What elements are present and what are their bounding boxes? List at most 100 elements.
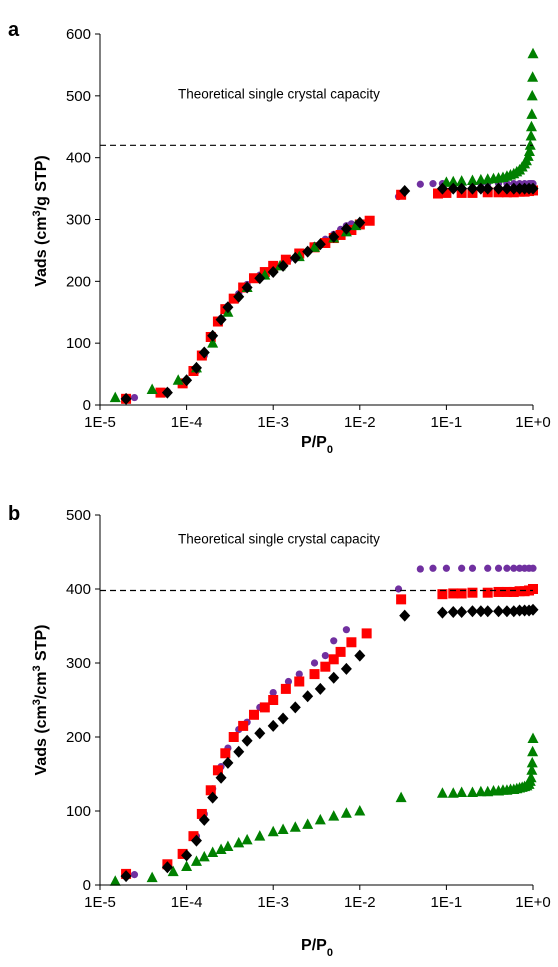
red-square-point <box>528 584 538 594</box>
black-diamond-point <box>277 712 289 725</box>
black-diamond-point <box>328 230 340 243</box>
green-triangle-point <box>526 108 538 119</box>
series-black-diamond <box>120 603 539 883</box>
green-triangle-point <box>222 840 234 852</box>
series-red-square <box>121 584 538 879</box>
red-square-point <box>482 587 493 598</box>
black-diamond-point <box>456 605 468 618</box>
panel-b-axes <box>95 514 534 890</box>
green-triangle-point <box>328 810 340 821</box>
purple-circle-point <box>429 180 437 188</box>
black-diamond-point <box>399 185 411 198</box>
purple-circle-point <box>416 180 424 188</box>
black-diamond-point <box>436 182 448 195</box>
black-diamond-point <box>120 870 132 883</box>
green-triangle-point <box>340 807 352 818</box>
purple-circle-point <box>284 677 293 686</box>
black-diamond-point <box>198 346 210 359</box>
green-triangle-point <box>447 787 459 798</box>
green-triangle-point <box>254 830 266 841</box>
green-triangle-point <box>233 836 245 848</box>
black-diamond-point <box>161 386 173 399</box>
purple-circle-point <box>330 637 338 645</box>
purple-circle-point <box>515 564 524 572</box>
black-diamond-point <box>475 182 487 195</box>
black-diamond-point <box>501 605 513 618</box>
black-diamond-point <box>354 216 366 229</box>
green-triangle-point <box>527 732 539 743</box>
black-diamond-point <box>277 259 289 272</box>
black-diamond-point <box>215 771 227 784</box>
green-triangle-point <box>277 823 289 834</box>
series-black-diamond <box>120 182 539 405</box>
y-tick-label: 300 <box>66 655 91 672</box>
series-red-square <box>121 185 538 404</box>
x-tick-label: 1E-3 <box>257 894 289 911</box>
black-diamond-point <box>482 182 494 195</box>
red-square-point <box>346 637 357 648</box>
panel-a: a Theoretical single crystal capacity 01… <box>8 19 551 456</box>
red-square-point <box>280 683 291 694</box>
y-tick-label: 600 <box>66 26 91 43</box>
x-tick-label: 1E-5 <box>84 894 116 911</box>
green-triangle-point <box>309 241 321 252</box>
red-square-point <box>335 646 346 657</box>
green-triangle-point <box>172 374 184 385</box>
red-square-point <box>238 720 249 731</box>
black-diamond-point <box>198 813 210 826</box>
green-triangle-point <box>447 175 459 187</box>
black-diamond-point <box>289 251 301 264</box>
black-diamond-point <box>289 701 301 714</box>
black-diamond-point <box>181 849 193 862</box>
green-triangle-point <box>314 813 326 825</box>
panel-b-capacity-label: Theoretical single crystal capacity <box>178 531 380 546</box>
y-tick-label: 400 <box>66 581 91 598</box>
black-diamond-point <box>254 727 266 740</box>
panel-b-y-tick-labels: 0 100 200 300 400 500 <box>66 507 91 894</box>
red-square-point <box>188 831 199 842</box>
black-diamond-point <box>267 266 279 279</box>
black-diamond-point <box>207 329 219 342</box>
black-diamond-point <box>120 392 132 405</box>
black-diamond-point <box>314 682 326 695</box>
green-triangle-point <box>181 860 193 871</box>
black-diamond-point <box>302 245 314 258</box>
purple-circle-point <box>458 564 466 572</box>
green-triangle-point <box>456 175 468 186</box>
panel-label-a: a <box>8 19 20 41</box>
purple-circle-point <box>510 564 518 572</box>
green-triangle-point <box>207 337 219 348</box>
green-triangle-point <box>395 791 407 803</box>
red-square-point <box>335 229 346 240</box>
panel-b-marks <box>109 564 539 886</box>
green-triangle-point <box>146 871 158 883</box>
black-diamond-point <box>302 690 314 703</box>
red-square-point <box>259 702 270 713</box>
black-diamond-point <box>233 745 245 758</box>
black-diamond-point <box>340 222 352 235</box>
green-triangle-point <box>525 771 537 783</box>
green-triangle-point <box>466 174 478 186</box>
black-diamond-point <box>222 756 234 769</box>
x-tick-label: 1E-2 <box>344 414 376 431</box>
black-diamond-point <box>447 182 459 195</box>
panel-b-x-tick-labels: 1E-5 1E-4 1E-3 1E-2 1E-1 1E+0 <box>84 894 551 911</box>
purple-circle-point <box>429 564 437 572</box>
green-triangle-point <box>466 786 478 797</box>
red-square-point <box>396 594 407 605</box>
black-diamond-point <box>447 605 459 618</box>
red-square-point <box>514 586 525 597</box>
red-square-point <box>320 661 331 672</box>
green-triangle-point <box>354 805 366 816</box>
green-triangle-point <box>289 821 301 832</box>
black-diamond-point <box>181 374 193 387</box>
purple-circle-point <box>342 626 350 634</box>
black-diamond-point <box>527 182 539 195</box>
black-diamond-point <box>233 290 245 303</box>
red-square-point <box>309 669 320 680</box>
green-triangle-point <box>241 833 253 845</box>
green-triangle-point <box>146 383 158 395</box>
red-square-point <box>441 187 452 198</box>
black-diamond-point <box>475 605 487 618</box>
panel-label-b: b <box>8 503 20 525</box>
